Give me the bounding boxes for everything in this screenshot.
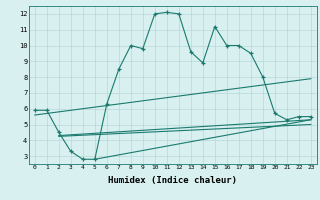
X-axis label: Humidex (Indice chaleur): Humidex (Indice chaleur) [108, 176, 237, 185]
